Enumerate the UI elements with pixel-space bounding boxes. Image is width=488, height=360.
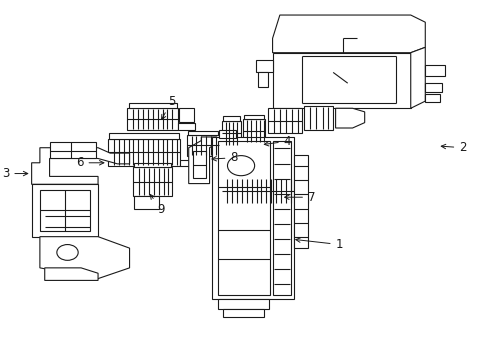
Polygon shape <box>128 103 177 108</box>
Polygon shape <box>134 196 158 210</box>
Polygon shape <box>243 119 265 142</box>
Polygon shape <box>272 141 290 296</box>
Polygon shape <box>221 121 241 146</box>
Polygon shape <box>127 108 178 130</box>
Polygon shape <box>186 135 219 156</box>
Polygon shape <box>178 123 195 130</box>
Polygon shape <box>425 94 439 102</box>
Polygon shape <box>294 155 307 248</box>
Polygon shape <box>219 130 236 138</box>
Polygon shape <box>304 107 332 130</box>
Text: 3: 3 <box>2 167 28 180</box>
Polygon shape <box>192 151 206 178</box>
Polygon shape <box>133 167 172 196</box>
Polygon shape <box>222 116 240 121</box>
Polygon shape <box>134 163 171 167</box>
Text: 5: 5 <box>161 95 175 119</box>
Text: 8: 8 <box>211 151 237 164</box>
Polygon shape <box>294 198 307 203</box>
Polygon shape <box>221 178 294 203</box>
Text: 7: 7 <box>284 191 315 204</box>
Polygon shape <box>217 299 268 309</box>
Polygon shape <box>32 148 129 184</box>
Polygon shape <box>107 139 180 166</box>
Text: 2: 2 <box>440 141 466 154</box>
Polygon shape <box>40 237 129 279</box>
Polygon shape <box>179 108 193 122</box>
Polygon shape <box>425 65 444 76</box>
Polygon shape <box>180 160 197 166</box>
Polygon shape <box>410 47 425 108</box>
Polygon shape <box>40 190 90 231</box>
Polygon shape <box>187 131 218 135</box>
Polygon shape <box>272 53 410 108</box>
Polygon shape <box>44 268 98 280</box>
Polygon shape <box>49 142 96 158</box>
Polygon shape <box>222 309 264 317</box>
Polygon shape <box>425 83 441 92</box>
Polygon shape <box>188 137 215 184</box>
Polygon shape <box>267 108 301 134</box>
Polygon shape <box>217 141 269 296</box>
Polygon shape <box>244 115 264 119</box>
Polygon shape <box>211 137 294 299</box>
Polygon shape <box>222 173 293 178</box>
Text: 4: 4 <box>264 135 291 148</box>
Polygon shape <box>32 184 98 237</box>
Text: 9: 9 <box>150 194 165 216</box>
Polygon shape <box>335 108 364 128</box>
Text: 6: 6 <box>76 156 103 169</box>
Text: 1: 1 <box>295 238 343 251</box>
Polygon shape <box>255 60 272 72</box>
Polygon shape <box>109 133 179 139</box>
Polygon shape <box>258 72 267 87</box>
Polygon shape <box>272 15 425 53</box>
